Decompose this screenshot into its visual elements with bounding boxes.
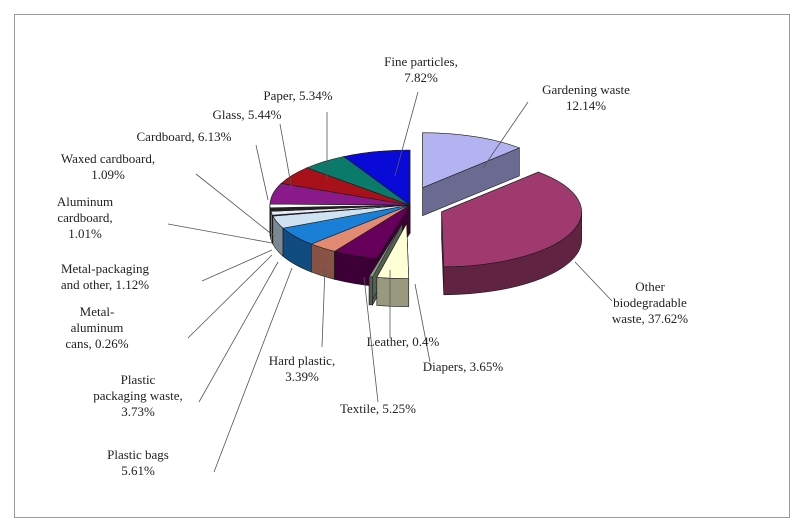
slice-label: Plastic packaging waste, 3.73% (93, 372, 183, 419)
leader-line (482, 101, 529, 169)
leader-line (279, 123, 293, 191)
leader-line (187, 254, 273, 339)
pie-slice-gardening-waste (422, 132, 521, 189)
pie-slice-other-biodegradable-waste (441, 171, 582, 268)
slice-label: Metal-packaging and other, 1.12% (61, 261, 150, 292)
slice-labels: Gardening waste 12.14% Other biodegradable w… (57, 54, 688, 478)
slice-label: Glass, 5.44% (213, 107, 282, 122)
slice-label: Leather, 0.4% (367, 334, 440, 349)
slice-label: Hard plastic, 3.39% (269, 353, 335, 384)
slice-label: Textile, 5.25% (340, 401, 416, 416)
leader-line (198, 261, 279, 403)
slice-label: Cardboard, 6.13% (137, 129, 232, 144)
leader-line (394, 91, 419, 177)
leader-line (213, 267, 293, 473)
leader-line (201, 249, 273, 282)
slice-label: Other biodegradable waste, 37.62% (612, 279, 688, 326)
slice-label: Metal-aluminum cans, 0.26% (65, 304, 128, 351)
slice-label: Plastic bags 5.61% (107, 447, 169, 478)
leader-line (574, 261, 613, 302)
leader-line (255, 144, 269, 201)
leader-line (167, 223, 273, 244)
leader-line (363, 276, 379, 403)
leader-line (195, 173, 275, 237)
slice-label: Paper, 5.34% (263, 88, 332, 103)
leader-line (414, 283, 431, 363)
slice-rim (368, 276, 373, 306)
slice-label: Gardening waste 12.14% (542, 82, 630, 113)
pie-slice-leather (368, 223, 403, 278)
slice-rim (376, 277, 410, 307)
slice-label: Fine particles, 7.82% (384, 54, 458, 85)
leader-lines (167, 91, 613, 473)
pie-slice-fine-particles (343, 149, 411, 206)
pie-tops (269, 132, 582, 279)
slice-label: Waxed cardboard, 1.09% (61, 151, 155, 182)
slice-label: Aluminum cardboard, 1.01% (57, 194, 113, 241)
pie-slice-diapers (376, 222, 410, 279)
slice-label: Diapers, 3.65% (423, 359, 504, 374)
leader-line (321, 267, 326, 348)
